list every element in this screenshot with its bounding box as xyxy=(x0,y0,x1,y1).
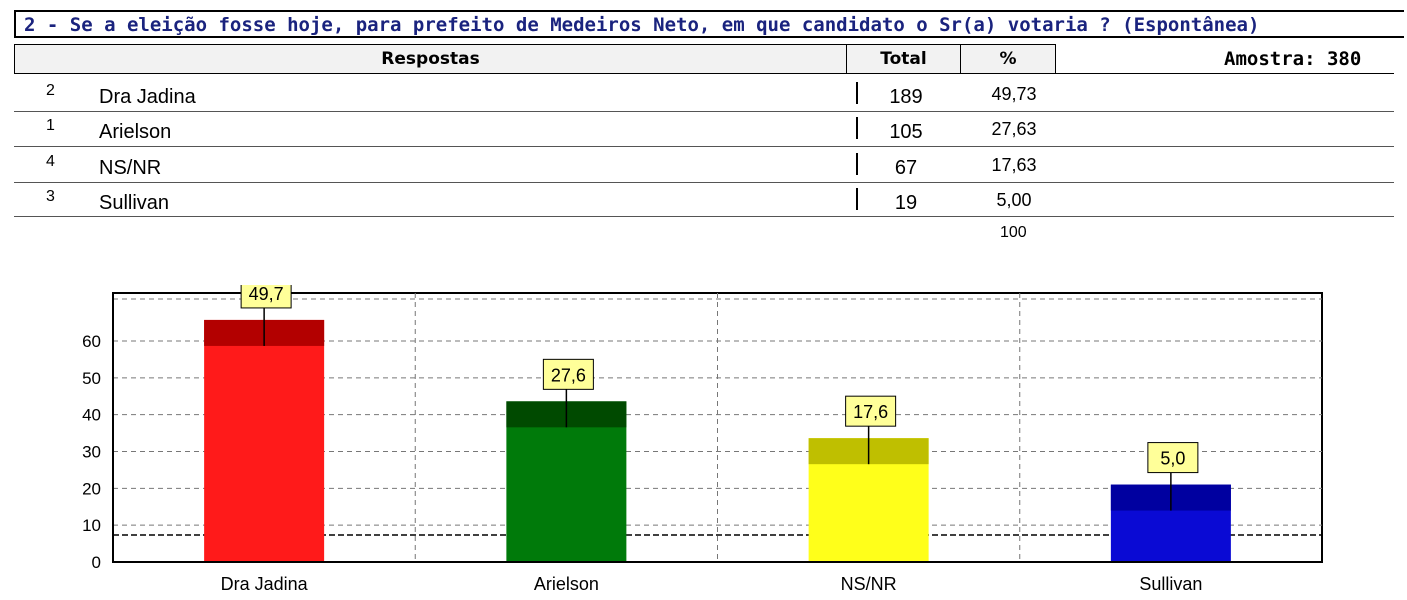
bar xyxy=(506,401,627,562)
data-label: 49,7 xyxy=(249,285,284,304)
row-percent: 5,00 xyxy=(996,190,1032,210)
x-tick-label: Dra Jadina xyxy=(221,574,309,594)
header-respostas: Respostas xyxy=(14,44,847,74)
question-title-box: 2 - Se a eleição fosse hoje, para prefei… xyxy=(14,10,1404,38)
row-rank: 4 xyxy=(46,153,55,170)
percent-sum: 100 xyxy=(1000,224,1027,241)
row-separator xyxy=(14,111,1394,112)
header-total: Total xyxy=(846,44,961,74)
y-tick-label: 40 xyxy=(82,406,101,425)
y-tick-label: 50 xyxy=(82,369,101,388)
x-tick-label: NS/NR xyxy=(841,574,897,594)
y-tick-label: 20 xyxy=(82,479,101,498)
bar-chart: 0 10 20 30 40 50 60 49,7 Dra Jadina 27,6 Arielson 1… xyxy=(82,285,1323,594)
row-total: 105 xyxy=(889,121,923,143)
table-row: 3 Sullivan 19 5,00 xyxy=(14,182,1394,217)
y-tick-label: 60 xyxy=(82,332,101,351)
table-row: 2 Dra Jadina 189 49,73 xyxy=(14,76,1394,111)
x-tick-label: Sullivan xyxy=(1139,574,1202,594)
row-divider xyxy=(856,188,858,210)
data-label-box xyxy=(240,285,292,309)
row-separator xyxy=(14,146,1394,147)
row-rank: 3 xyxy=(46,188,55,205)
row-total: 189 xyxy=(889,86,923,108)
y-tick-label: 0 xyxy=(92,553,101,572)
table-row: 1 Arielson 105 27,63 xyxy=(14,111,1394,146)
row-total: 19 xyxy=(894,192,918,214)
row-total: 67 xyxy=(894,157,918,179)
data-label: 5,0 xyxy=(1160,449,1185,469)
header-percent: % xyxy=(960,44,1056,74)
row-rank: 2 xyxy=(46,82,55,99)
row-percent: 49,73 xyxy=(991,84,1037,104)
data-label-box xyxy=(1147,442,1199,474)
row-percent: 17,63 xyxy=(991,155,1037,175)
data-label-box xyxy=(542,358,594,390)
data-label: 17,6 xyxy=(853,402,888,422)
row-name: NS/NR xyxy=(99,157,162,179)
row-name: Arielson xyxy=(99,121,172,143)
row-separator xyxy=(14,182,1394,183)
row-separator xyxy=(14,216,1394,217)
row-rank: 1 xyxy=(46,117,55,134)
bar xyxy=(204,319,325,562)
row-percent: 27,63 xyxy=(991,119,1037,139)
header-divider xyxy=(1056,73,1394,74)
data-label-box xyxy=(845,395,897,427)
y-tick-label: 10 xyxy=(82,516,101,535)
table-row: 4 NS/NR 67 17,63 xyxy=(14,147,1394,182)
row-name: Dra Jadina xyxy=(99,86,196,108)
y-tick-label: 30 xyxy=(82,443,101,462)
sample-size: Amostra: 380 xyxy=(1224,48,1362,70)
data-label: 27,6 xyxy=(551,365,586,385)
row-divider xyxy=(856,82,858,104)
x-tick-label: Arielson xyxy=(534,574,599,594)
row-divider xyxy=(856,117,858,139)
row-name: Sullivan xyxy=(99,192,170,214)
row-divider xyxy=(856,153,858,175)
question-title: 2 - Se a eleição fosse hoje, para prefei… xyxy=(24,14,1260,36)
